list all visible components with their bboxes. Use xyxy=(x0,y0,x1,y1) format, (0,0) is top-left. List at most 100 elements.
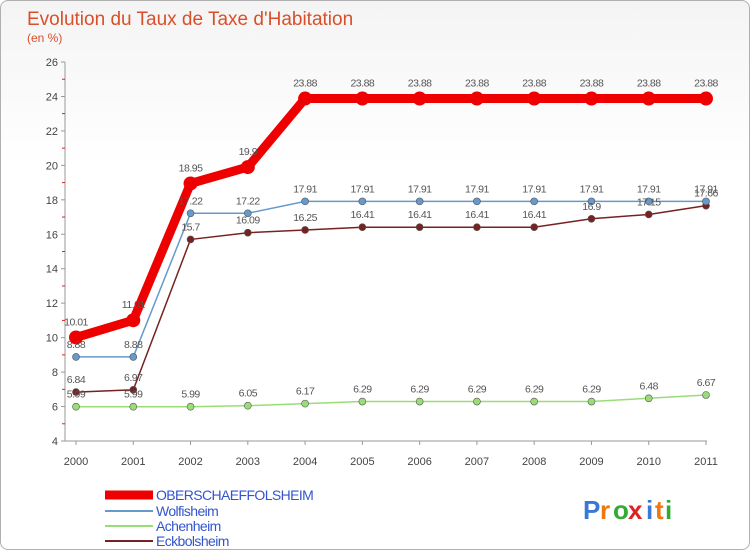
data-point xyxy=(355,91,370,106)
data-label: 23.88 xyxy=(293,78,317,90)
data-label: 15.7 xyxy=(181,221,200,233)
data-point xyxy=(527,91,542,106)
x-tick-label: 2006 xyxy=(407,456,431,468)
data-label: 16.09 xyxy=(236,215,260,227)
data-point xyxy=(129,353,138,361)
x-tick-label: 2007 xyxy=(465,456,489,468)
data-point xyxy=(72,388,80,396)
data-label: 17.91 xyxy=(465,183,489,195)
data-label: 6.29 xyxy=(468,384,487,396)
data-label: 23.88 xyxy=(694,78,718,90)
data-label: 8.88 xyxy=(124,339,143,351)
x-tick-label: 2009 xyxy=(579,456,603,468)
data-point xyxy=(186,235,195,244)
data-point xyxy=(469,91,484,106)
data-label: 23.88 xyxy=(465,78,489,90)
data-label: 23.88 xyxy=(580,78,604,90)
data-point xyxy=(412,91,427,106)
data-point xyxy=(530,197,538,206)
data-label: 16.41 xyxy=(350,209,374,221)
data-label: 6.29 xyxy=(410,384,429,396)
data-label: 5.99 xyxy=(67,389,86,401)
data-label: 10.01 xyxy=(64,316,88,328)
y-tick-label: 20 xyxy=(46,160,58,172)
data-label: 17.22 xyxy=(236,195,260,207)
legend-label: Eckbolsheim xyxy=(156,533,229,549)
data-point xyxy=(415,397,424,406)
data-point xyxy=(129,386,138,394)
x-tick-label: 2008 xyxy=(522,456,546,468)
data-point xyxy=(244,209,252,218)
logo-letter: i xyxy=(646,495,653,525)
data-label: 6.29 xyxy=(353,384,372,396)
data-label: 17.15 xyxy=(637,196,661,208)
data-point xyxy=(301,197,309,206)
y-tick-label: 16 xyxy=(46,229,58,241)
data-label: 16.41 xyxy=(408,209,432,221)
data-point xyxy=(587,214,596,223)
data-label: 17.91 xyxy=(694,183,718,195)
data-point xyxy=(641,91,656,106)
y-tick-label: 22 xyxy=(46,126,58,138)
legend-label: OBERSCHAEFFOLSHEIM xyxy=(156,487,313,503)
y-tick-label: 14 xyxy=(46,264,58,276)
chart-subtitle: (en %) xyxy=(27,31,62,45)
data-label: 6.97 xyxy=(124,372,143,384)
data-point xyxy=(244,401,252,410)
data-point xyxy=(183,176,198,191)
data-point xyxy=(72,353,80,361)
data-label: 16.9 xyxy=(582,201,601,213)
data-label: 16.41 xyxy=(465,209,489,221)
y-tick-label: 8 xyxy=(52,367,58,379)
y-tick-label: 10 xyxy=(46,333,58,345)
data-label: 6.29 xyxy=(525,384,544,396)
data-point xyxy=(587,397,596,406)
y-tick-label: 4 xyxy=(52,436,58,448)
data-label: 17.91 xyxy=(522,183,546,195)
data-label: 6.67 xyxy=(697,377,716,389)
data-label: 16.41 xyxy=(522,209,546,221)
data-label: 5.99 xyxy=(124,389,143,401)
data-point xyxy=(244,228,252,237)
data-point xyxy=(301,226,309,234)
data-label: 17.91 xyxy=(408,183,432,195)
data-point xyxy=(584,91,599,106)
data-point xyxy=(473,197,481,206)
data-point xyxy=(298,91,313,106)
x-tick-label: 2002 xyxy=(178,456,202,468)
data-point xyxy=(129,402,138,411)
data-point xyxy=(702,197,710,206)
data-point xyxy=(72,402,80,411)
data-label: 6.84 xyxy=(67,374,86,386)
legend: OBERSCHAEFFOLSHEIMWolfisheimAchenheimEck… xyxy=(105,487,314,549)
data-label: 6.17 xyxy=(296,386,315,398)
x-tick-label: 2004 xyxy=(293,456,317,468)
legend-label: Wolfisheim xyxy=(156,503,218,519)
data-point xyxy=(644,210,653,219)
x-tick-label: 2005 xyxy=(350,456,374,468)
data-point xyxy=(473,223,481,232)
series-lines xyxy=(69,91,713,411)
data-labels: 10.01 11.01 18.95 19.9 23.88 23.88 23.88 23.88 2… xyxy=(64,78,719,401)
y-tick-label: 24 xyxy=(46,91,58,103)
x-tick-label: 2003 xyxy=(236,456,260,468)
x-tick-label: 2001 xyxy=(121,456,145,468)
logo-letter: t xyxy=(655,495,664,525)
data-label: 11.01 xyxy=(122,299,146,311)
logo-letter: o xyxy=(613,495,629,525)
data-point xyxy=(415,197,424,206)
x-tick-label: 2011 xyxy=(694,456,718,468)
logo-letter: x xyxy=(628,495,643,525)
y-tick-label: 26 xyxy=(46,57,58,69)
data-point xyxy=(358,223,367,232)
legend-label: Achenheim xyxy=(156,518,221,534)
data-point xyxy=(69,330,83,345)
data-label: 17.91 xyxy=(293,183,317,195)
data-label: 23.88 xyxy=(522,78,546,90)
data-point xyxy=(530,223,538,232)
data-point xyxy=(358,397,367,406)
data-point xyxy=(415,223,424,232)
